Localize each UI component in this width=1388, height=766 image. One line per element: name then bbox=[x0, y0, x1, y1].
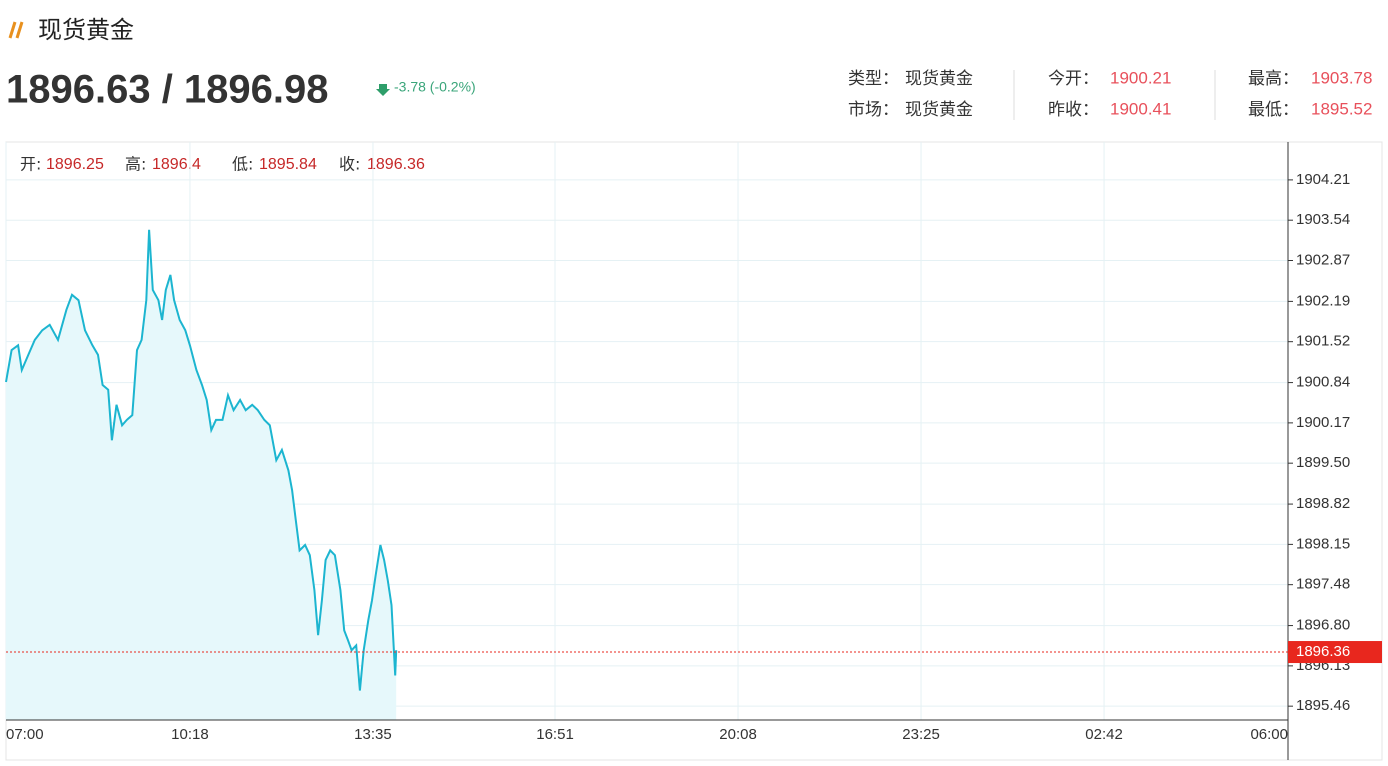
x-tick-label: 06:00 bbox=[1250, 726, 1288, 743]
current-price-box bbox=[1288, 641, 1382, 664]
y-tick-label: 1895.46 bbox=[1296, 697, 1350, 714]
info-label: 最高： bbox=[1248, 69, 1299, 89]
y-tick-label: 1903.54 bbox=[1296, 211, 1350, 228]
y-tick-label: 1898.82 bbox=[1296, 495, 1350, 512]
x-tick-label: 07:00 bbox=[6, 726, 44, 743]
y-tick-label: 1896.80 bbox=[1296, 617, 1350, 634]
info-label: 市场： bbox=[848, 100, 899, 120]
x-tick-label: 02:42 bbox=[1085, 726, 1123, 743]
info-value: 1900.21 bbox=[1110, 68, 1171, 87]
bid-ask: 1896.63 / 1896.98 bbox=[6, 68, 329, 112]
y-tick-label: 1902.87 bbox=[1296, 251, 1350, 268]
x-tick-label: 13:35 bbox=[354, 726, 392, 743]
ohlc-value: 1895.84 bbox=[259, 156, 317, 173]
ohlc-value: 1896.25 bbox=[46, 156, 104, 173]
ohlc-value: 1896.4 bbox=[152, 156, 201, 173]
y-tick-label: 1904.21 bbox=[1296, 171, 1350, 188]
ohlc-label: 收: bbox=[339, 155, 360, 174]
price-line bbox=[5, 229, 398, 691]
info-label: 昨收： bbox=[1048, 100, 1099, 120]
info-label: 类型： bbox=[848, 69, 899, 89]
y-tick-label: 1900.17 bbox=[1296, 414, 1350, 431]
area bbox=[6, 229, 397, 721]
ohlc-label: 开: bbox=[20, 155, 41, 174]
ohlc-value: 1896.36 bbox=[367, 156, 425, 173]
info-value: 1900.41 bbox=[1110, 99, 1171, 118]
y-tick-label: 1901.52 bbox=[1296, 333, 1350, 350]
logo-mark bbox=[8, 21, 24, 39]
y-tick-label: 1897.48 bbox=[1296, 576, 1350, 593]
info-label: 今开： bbox=[1048, 69, 1099, 89]
info-value: 现货黄金 bbox=[905, 69, 973, 89]
ohlc-label: 高: bbox=[125, 155, 146, 174]
y-tick-label: 1899.50 bbox=[1296, 454, 1350, 471]
x-tick-label: 16:51 bbox=[536, 726, 574, 743]
title: 现货黄金 bbox=[38, 16, 134, 44]
info-value: 现货黄金 bbox=[905, 100, 973, 120]
info-value: 1903.78 bbox=[1311, 68, 1372, 87]
x-tick-label: 10:18 bbox=[171, 726, 209, 743]
y-tick-label: 1900.84 bbox=[1296, 374, 1350, 391]
change: -3.78 (-0.2%) bbox=[394, 79, 476, 95]
y-tick-label: 1902.19 bbox=[1296, 292, 1350, 309]
info-value: 1895.52 bbox=[1311, 99, 1372, 118]
down-arrow bbox=[376, 84, 390, 96]
x-tick-label: 20:08 bbox=[719, 726, 757, 743]
current-price-label: 1896.36 bbox=[1296, 643, 1350, 660]
y-tick-label: 1898.15 bbox=[1296, 535, 1350, 552]
info-label: 最低： bbox=[1248, 100, 1299, 120]
ohlc-label: 低: bbox=[232, 155, 253, 174]
x-tick-label: 23:25 bbox=[902, 726, 940, 743]
